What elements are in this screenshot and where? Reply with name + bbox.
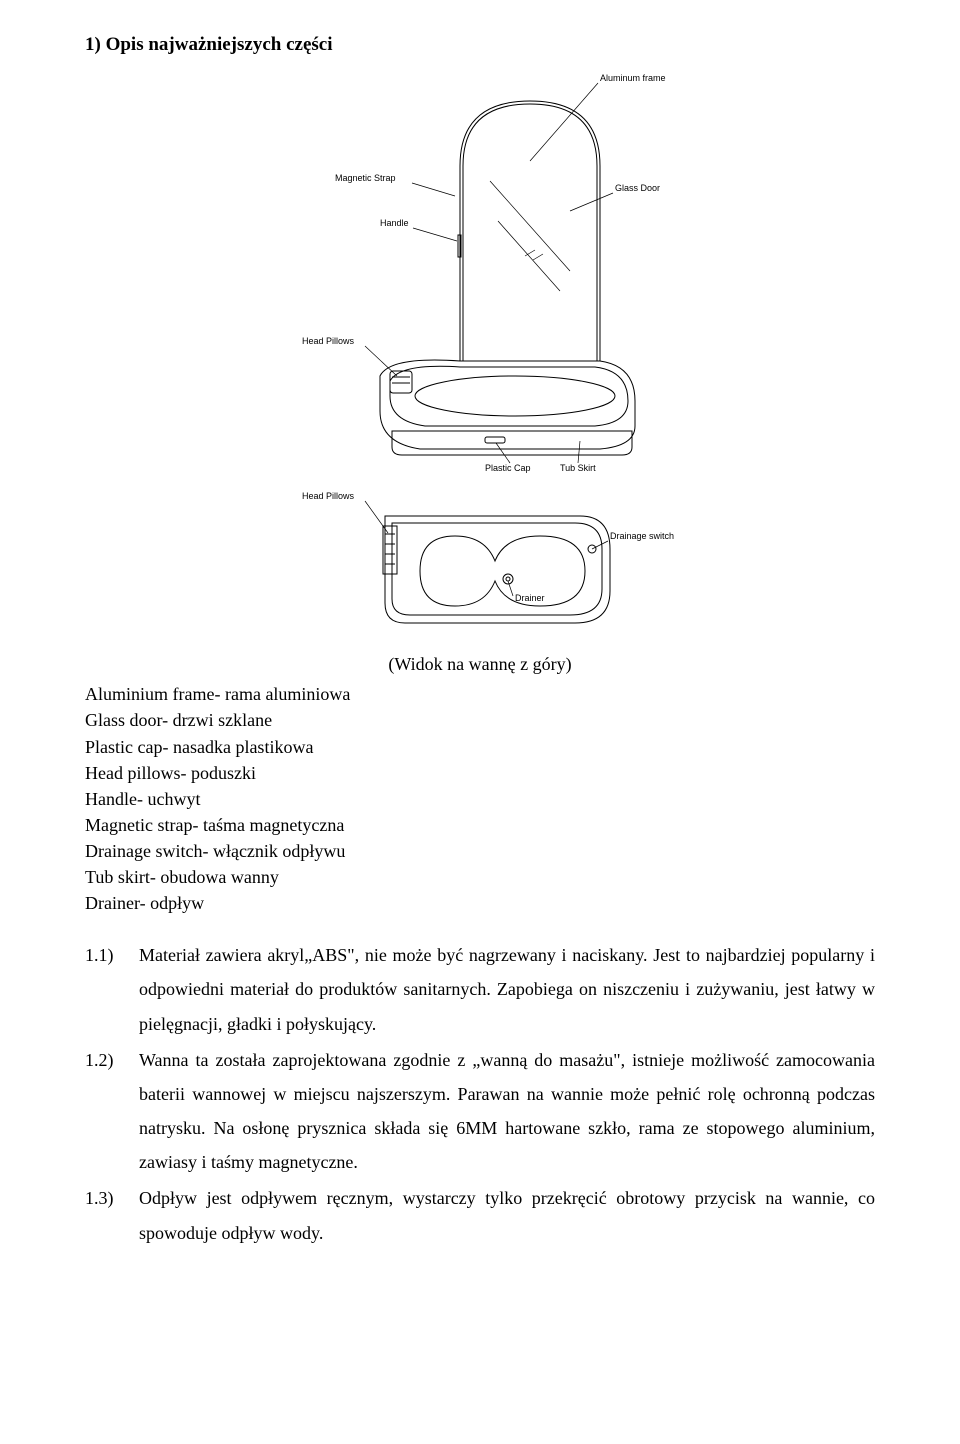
paragraph-number: 1.1) (85, 938, 139, 1041)
svg-text:Glass Door: Glass Door (615, 183, 660, 193)
legend-item: Head pillows- poduszki (85, 760, 875, 786)
svg-text:Drainer: Drainer (515, 593, 545, 603)
diagram-container: Aluminum frame Magnetic Strap Glass Door Ha… (85, 71, 875, 641)
paragraph: 1.2)Wanna ta została zaprojektowana zgod… (85, 1043, 875, 1180)
svg-text:Drainage switch: Drainage switch (610, 531, 674, 541)
paragraph-number: 1.3) (85, 1181, 139, 1249)
paragraph: 1.1)Materiał zawiera akryl„ABS", nie moż… (85, 938, 875, 1041)
svg-text:Head Pillows: Head Pillows (302, 336, 355, 346)
paragraph-text: Odpływ jest odpływem ręcznym, wystarczy … (139, 1181, 875, 1249)
svg-text:Magnetic Strap: Magnetic Strap (335, 173, 396, 183)
legend-item: Tub skirt- obudowa wanny (85, 864, 875, 890)
legend-item: Handle- uchwyt (85, 786, 875, 812)
svg-text:Plastic Cap: Plastic Cap (485, 463, 531, 473)
paragraph-text: Materiał zawiera akryl„ABS", nie może by… (139, 938, 875, 1041)
legend-title: (Widok na wannę z góry) (85, 651, 875, 679)
svg-text:Aluminum frame: Aluminum frame (600, 73, 666, 83)
paragraph-text: Wanna ta została zaprojektowana zgodnie … (139, 1043, 875, 1180)
svg-text:Handle: Handle (380, 218, 409, 228)
page-heading: 1) Opis najważniejszych części (85, 30, 875, 59)
legend-list: Aluminium frame- rama aluminiowaGlass do… (85, 681, 875, 916)
bathtub-diagram: Aluminum frame Magnetic Strap Glass Door Ha… (240, 71, 720, 641)
paragraph-number: 1.2) (85, 1043, 139, 1180)
svg-text:Head Pillows: Head Pillows (302, 491, 355, 501)
legend-item: Plastic cap- nasadka plastikowa (85, 734, 875, 760)
legend-item: Drainage switch- włącznik odpływu (85, 838, 875, 864)
svg-text:Tub Skirt: Tub Skirt (560, 463, 596, 473)
body-paragraphs: 1.1)Materiał zawiera akryl„ABS", nie moż… (85, 938, 875, 1250)
legend-item: Aluminium frame- rama aluminiowa (85, 681, 875, 707)
legend-item: Drainer- odpływ (85, 890, 875, 916)
legend-item: Glass door- drzwi szklane (85, 707, 875, 733)
paragraph: 1.3)Odpływ jest odpływem ręcznym, wystar… (85, 1181, 875, 1249)
legend-item: Magnetic strap- taśma magnetyczna (85, 812, 875, 838)
